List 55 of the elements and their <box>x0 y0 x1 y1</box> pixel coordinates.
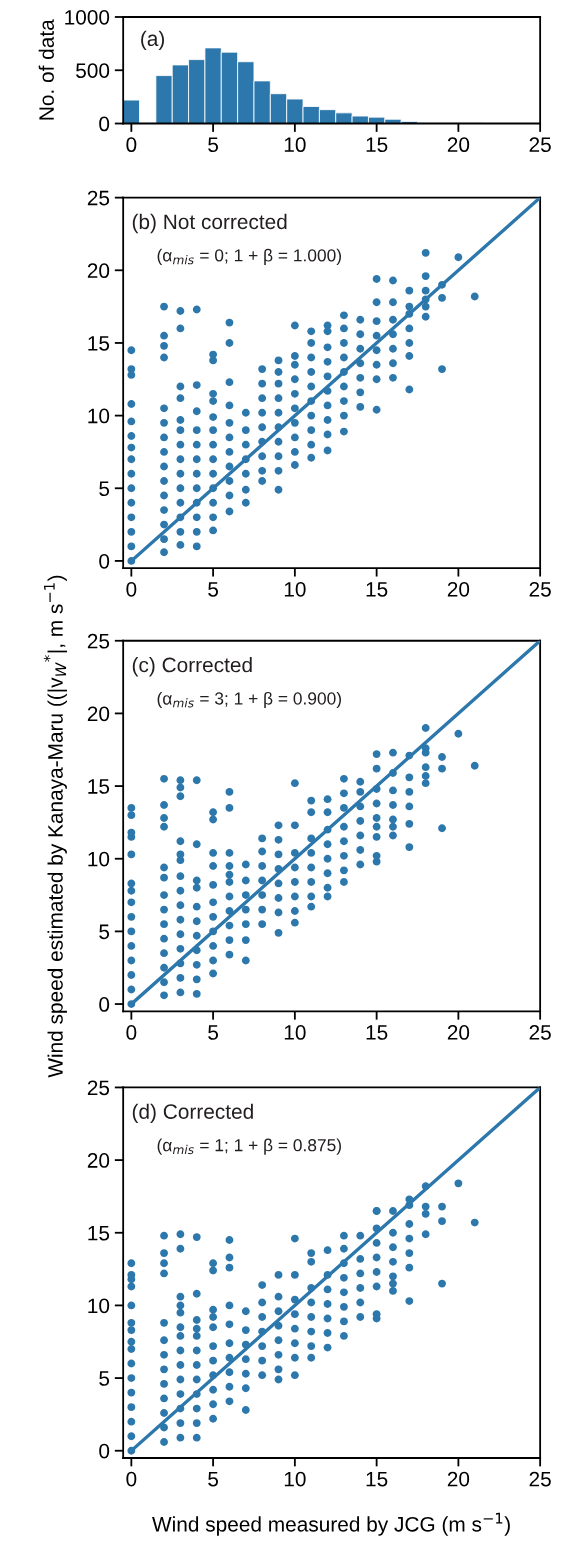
annotation: (α$_{mis}$ = 1; 1 + β = 0.875) <box>157 1138 341 1155</box>
y-tick-label: 10 <box>88 1298 110 1314</box>
y-tick-label: 0 <box>99 1443 110 1459</box>
x-tick-label: 0 <box>126 1471 137 1487</box>
y-tick-label: 20 <box>87 1153 110 1168</box>
x-tick-label: 10 <box>284 581 306 597</box>
x-tick-label: 0 <box>126 1025 137 1040</box>
x-tick-label: 5 <box>208 582 219 597</box>
x-tick-label: 5 <box>208 137 219 153</box>
x-tick-label: 15 <box>366 137 388 153</box>
x-tick-label: 20 <box>447 581 470 597</box>
annotation: (α$_{mis}$ = 3; 1 + β = 0.900) <box>157 691 341 709</box>
x-tick-label: 20 <box>447 137 470 153</box>
x-tick-label: 10 <box>284 1025 306 1040</box>
annotation: (α$_{mis}$ = 0; 1 + β = 1.000) <box>157 248 341 265</box>
annotation: (d) Corrected <box>132 1103 253 1124</box>
x-tick-label: 0 <box>126 581 137 597</box>
y-tick-label: 5 <box>99 1371 110 1386</box>
x-tick-label: 25 <box>529 137 551 153</box>
y-tick-label: 15 <box>88 1225 110 1241</box>
x-tick-label: 15 <box>366 1471 388 1487</box>
y-tick-label: 15 <box>88 336 110 351</box>
x-tick-label: 5 <box>208 1025 219 1040</box>
y-tick-label: 10 <box>88 408 110 424</box>
y-tick-label: 5 <box>99 924 110 940</box>
x-tick-label: 0 <box>126 137 137 153</box>
x-tick-label: 20 <box>447 1471 470 1487</box>
x-tick-label: 5 <box>208 1471 219 1487</box>
y-tick-label: 0 <box>99 116 110 132</box>
annotation: (a) <box>141 30 165 51</box>
y-axis-title: No. of data <box>38 19 54 120</box>
y-tick-label: 500 <box>76 63 110 79</box>
y-tick-label: 20 <box>87 263 110 279</box>
y-tick-label: 25 <box>87 190 110 206</box>
y-tick-label: 5 <box>99 481 110 497</box>
x-tick-label: 25 <box>529 581 551 597</box>
y-axis-title: Wind speed estimated by Kanaya-Maru ((|v$_{W}$$^{*}$|, m s$^{−1}$) <box>43 575 68 1078</box>
y-tick-label: 10 <box>88 851 110 867</box>
x-tick-label: 10 <box>284 1471 306 1487</box>
y-tick-label: 1000 <box>65 9 110 25</box>
x-tick-label: 10 <box>284 137 306 153</box>
y-tick-label: 25 <box>87 633 110 649</box>
x-tick-label: 20 <box>447 1025 470 1040</box>
x-tick-label: 25 <box>529 1025 551 1040</box>
annotation: (b) Not corrected <box>132 213 287 234</box>
y-tick-label: 0 <box>99 997 110 1012</box>
x-tick-label: 15 <box>366 1025 388 1040</box>
x-tick-label: 15 <box>366 582 388 597</box>
annotation: (c) Corrected <box>132 656 252 677</box>
x-axis-title: Wind speed measured by JCG (m s$^{−1}$) <box>152 1512 510 1536</box>
y-tick-label: 20 <box>87 706 110 722</box>
y-tick-label: 15 <box>88 779 110 794</box>
x-tick-label: 25 <box>529 1471 551 1487</box>
y-tick-label: 25 <box>87 1080 110 1096</box>
y-tick-label: 0 <box>99 553 110 569</box>
